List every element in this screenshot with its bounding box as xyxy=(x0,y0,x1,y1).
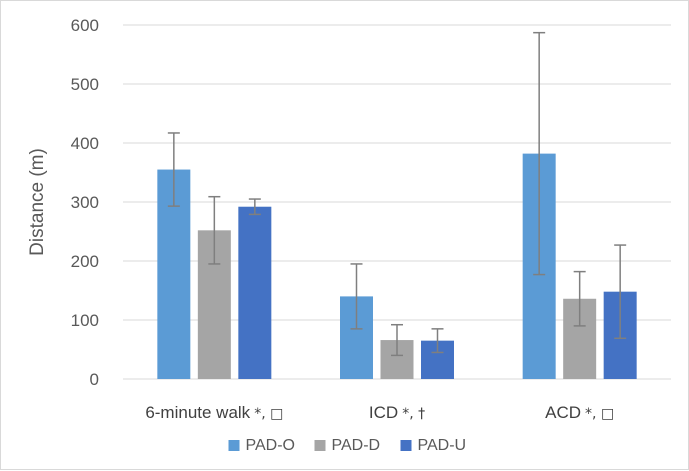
legend-swatch xyxy=(228,440,240,451)
legend: PAD-O PAD-D PAD-U xyxy=(228,437,467,454)
error-bar-pad-o-0 xyxy=(167,132,180,207)
category-label: 6-minute walk *, □ xyxy=(145,403,283,422)
error-bar-pad-u-1 xyxy=(431,328,444,354)
legend-item-pad-d: PAD-D xyxy=(314,437,381,454)
error-bar-pad-o-2 xyxy=(533,31,546,276)
y-tick-label: 500 xyxy=(71,75,99,94)
legend-label: PAD-U xyxy=(418,437,467,454)
category-labels: 6-minute walk *, □ ICD *, † ACD *, □ xyxy=(145,403,614,422)
legend-swatch xyxy=(400,440,412,451)
error-bar-pad-o-1 xyxy=(350,263,363,330)
category-label: ICD *, † xyxy=(369,403,425,422)
y-tick-label: 200 xyxy=(71,252,99,271)
legend-swatch xyxy=(314,440,326,451)
y-axis-title: Distance (m) xyxy=(27,148,48,256)
significance-marker: *, □ xyxy=(585,406,614,422)
y-tick-label: 300 xyxy=(71,193,99,212)
y-tick-label: 100 xyxy=(71,311,99,330)
legend-item-pad-o: PAD-O xyxy=(228,437,295,454)
category-label: ACD *, □ xyxy=(545,403,614,422)
legend-item-pad-u: PAD-U xyxy=(400,437,467,454)
y-tick-label: 600 xyxy=(71,16,99,35)
legend-label: PAD-O xyxy=(246,437,295,454)
error-bar-pad-u-2 xyxy=(614,244,627,340)
y-tick-labels: 0 100 200 300 400 500 600 xyxy=(71,16,99,389)
significance-marker: *, † xyxy=(402,406,425,422)
bar-pad-u-0 xyxy=(238,206,272,379)
y-tick-label: 0 xyxy=(90,370,99,389)
significance-marker: *, □ xyxy=(254,406,283,422)
error-bar-pad-u-0 xyxy=(248,198,261,216)
legend-label: PAD-D xyxy=(332,437,381,454)
error-bars xyxy=(167,31,627,357)
error-bar-pad-d-2 xyxy=(573,270,586,327)
error-bar-pad-d-1 xyxy=(391,323,403,357)
y-tick-label: 400 xyxy=(71,134,99,153)
error-bar-pad-d-0 xyxy=(208,195,221,265)
